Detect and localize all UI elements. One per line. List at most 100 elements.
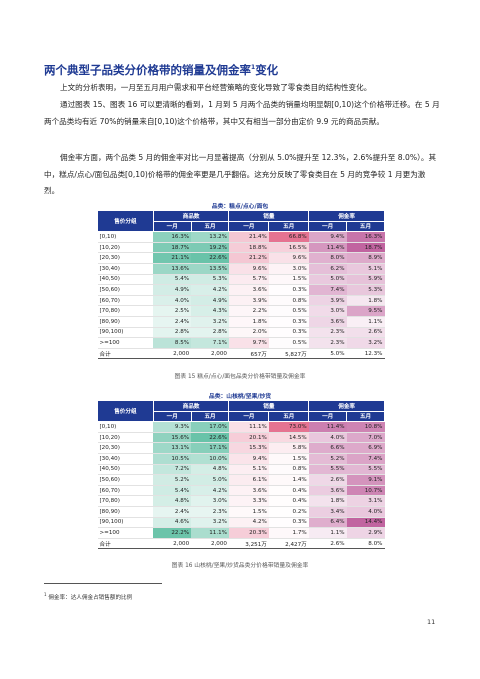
- value-cell: 11.4%: [308, 242, 347, 254]
- price-range-cell: [40,50): [97, 274, 154, 286]
- value-cell: 14.5%: [268, 432, 309, 444]
- value-cell: 4.2%: [191, 485, 229, 497]
- value-cell: 2.4%: [153, 316, 192, 328]
- value-cell: 4.2%: [191, 284, 229, 296]
- value-cell: 7.4%: [346, 453, 385, 465]
- value-cell: 8.9%: [346, 252, 385, 264]
- month-header: 一月: [228, 220, 270, 233]
- value-cell: 5.0%: [308, 274, 347, 286]
- value-cell: 14.4%: [346, 517, 385, 529]
- value-cell: 21.2%: [228, 252, 269, 264]
- value-cell: 20.3%: [228, 527, 269, 539]
- value-cell: 2.4%: [153, 506, 192, 518]
- price-range-cell: [60,70): [97, 485, 154, 497]
- value-cell: 4.3%: [191, 305, 229, 317]
- month-header: 五月: [268, 220, 310, 233]
- table-2-title: 品类：山核桃/坚果/炒货: [208, 394, 272, 400]
- price-range-cell: [80,90): [97, 506, 154, 518]
- value-cell: 1.1%: [346, 316, 385, 328]
- value-cell: 2.6%: [308, 474, 347, 486]
- price-range-cell: [30,40): [97, 453, 154, 465]
- value-cell: 2.3%: [191, 506, 229, 518]
- table-row: [0,10) 9.3% 17.0% 11.1% 73.0% 11.4% 10.8%: [97, 421, 385, 433]
- value-cell: 4.8%: [191, 464, 229, 476]
- footnote-divider: [44, 583, 162, 584]
- value-cell: 17.0%: [191, 421, 229, 433]
- price-group-header: 售价分组: [97, 399, 154, 423]
- value-cell: 9.6%: [268, 252, 309, 264]
- table-row: [10,20) 18.7% 19.2% 18.8% 16.5% 11.4% 18.7%: [97, 242, 385, 254]
- price-range-cell: [10,20): [97, 432, 154, 444]
- value-cell: 6.4%: [308, 517, 347, 529]
- table-row: [80,90) 2.4% 2.3% 1.5% 0.2% 3.4% 4.0%: [97, 506, 385, 518]
- value-cell: 13.2%: [191, 231, 229, 243]
- value-cell: 9.5%: [346, 305, 385, 317]
- value-cell: 2.2%: [228, 305, 269, 317]
- value-cell: 73.0%: [268, 421, 309, 433]
- value-cell: 1.5%: [268, 453, 309, 465]
- value-cell: 5.3%: [191, 274, 229, 286]
- value-cell: 22.2%: [153, 527, 192, 539]
- price-range-cell: >=100: [97, 337, 154, 349]
- total-row: 合计 2,000 2,000 657万 5,827万 5.0% 12.3%: [97, 347, 385, 360]
- value-cell: 5.2%: [308, 453, 347, 465]
- value-cell: 21.4%: [228, 231, 269, 243]
- value-cell: 7.2%: [153, 464, 192, 476]
- value-cell: 5.4%: [153, 485, 192, 497]
- total-row: 合计 2,000 2,000 3,251万 2,427万 2.6% 8.0%: [97, 537, 385, 550]
- total-value-cell: 2,427万: [268, 537, 309, 550]
- value-cell: 0.3%: [268, 517, 309, 529]
- price-range-cell: [10,20): [97, 242, 154, 254]
- column-group-header: 商品数: [152, 400, 230, 412]
- value-cell: 10.0%: [191, 453, 229, 465]
- value-cell: 0.3%: [268, 284, 309, 296]
- value-cell: 4.6%: [153, 517, 192, 529]
- table-row: [60,70) 4.0% 4.9% 3.9% 0.8% 3.9% 1.8%: [97, 295, 385, 307]
- value-cell: 18.7%: [153, 242, 192, 254]
- value-cell: 3.0%: [308, 305, 347, 317]
- value-cell: 2.5%: [153, 305, 192, 317]
- table-row: [60,70) 5.4% 4.2% 3.6% 0.4% 3.6% 10.7%: [97, 485, 385, 497]
- month-header: 五月: [346, 410, 385, 423]
- table-row: [20,30) 13.1% 17.1% 15.3% 5.8% 6.6% 6.9%: [97, 442, 385, 454]
- value-cell: 10.7%: [346, 485, 385, 497]
- table-row: [90,100) 2.8% 2.8% 2.0% 0.3% 2.3% 2.6%: [97, 327, 385, 339]
- value-cell: 9.3%: [153, 421, 192, 433]
- value-cell: 15.6%: [153, 432, 192, 444]
- value-cell: 4.0%: [308, 432, 347, 444]
- value-cell: 0.4%: [268, 495, 309, 507]
- value-cell: 3.6%: [308, 485, 347, 497]
- value-cell: 4.9%: [191, 295, 229, 307]
- price-range-cell: [20,30): [97, 442, 154, 454]
- value-cell: 15.3%: [228, 442, 269, 454]
- value-cell: 3.0%: [191, 495, 229, 507]
- value-cell: 0.3%: [268, 327, 309, 339]
- value-cell: 3.6%: [308, 316, 347, 328]
- table-1-title: 品类：糕点/点心/面包: [211, 204, 269, 210]
- value-cell: 4.8%: [153, 495, 192, 507]
- value-cell: 6.6%: [308, 442, 347, 454]
- table-row: [40,50) 7.2% 4.8% 5.1% 0.8% 5.5% 5.5%: [97, 464, 385, 476]
- column-group-header: 商品数: [152, 210, 230, 222]
- value-cell: 4.2%: [228, 517, 269, 529]
- column-group-header: 佣金率: [308, 400, 385, 412]
- value-cell: 16.3%: [153, 231, 192, 243]
- price-range-cell: [30,40): [97, 263, 154, 275]
- value-cell: 0.4%: [268, 485, 309, 497]
- table-2-caption: 图表 16 山核桃/坚果/炒货品类分价格带销量及佣金率: [171, 563, 309, 569]
- table-row: [50,60) 5.2% 5.0% 6.1% 1.4% 2.6% 9.1%: [97, 474, 385, 486]
- column-group-header: 销量: [228, 400, 310, 412]
- table-row: [30,40) 13.6% 13.5% 9.6% 3.0% 6.2% 5.1%: [97, 263, 385, 275]
- value-cell: 9.7%: [228, 337, 269, 349]
- value-cell: 16.3%: [346, 231, 385, 243]
- value-cell: 3.3%: [228, 495, 269, 507]
- table-1-caption: 图表 15 糕点/点心/面包品类分价格带销量及佣金率: [174, 374, 306, 380]
- value-cell: 22.6%: [191, 252, 229, 264]
- total-value-cell: 657万: [228, 347, 269, 360]
- table-row: [0,10) 16.3% 13.2% 21.4% 66.8% 9.4% 16.3%: [97, 231, 385, 243]
- month-header: 一月: [228, 410, 270, 423]
- price-range-cell: [40,50): [97, 464, 154, 476]
- price-range-cell: [90,100): [97, 517, 154, 529]
- table-row: [10,20) 15.6% 22.6% 20.1% 14.5% 4.0% 7.0%: [97, 432, 385, 444]
- value-cell: 3.6%: [228, 284, 269, 296]
